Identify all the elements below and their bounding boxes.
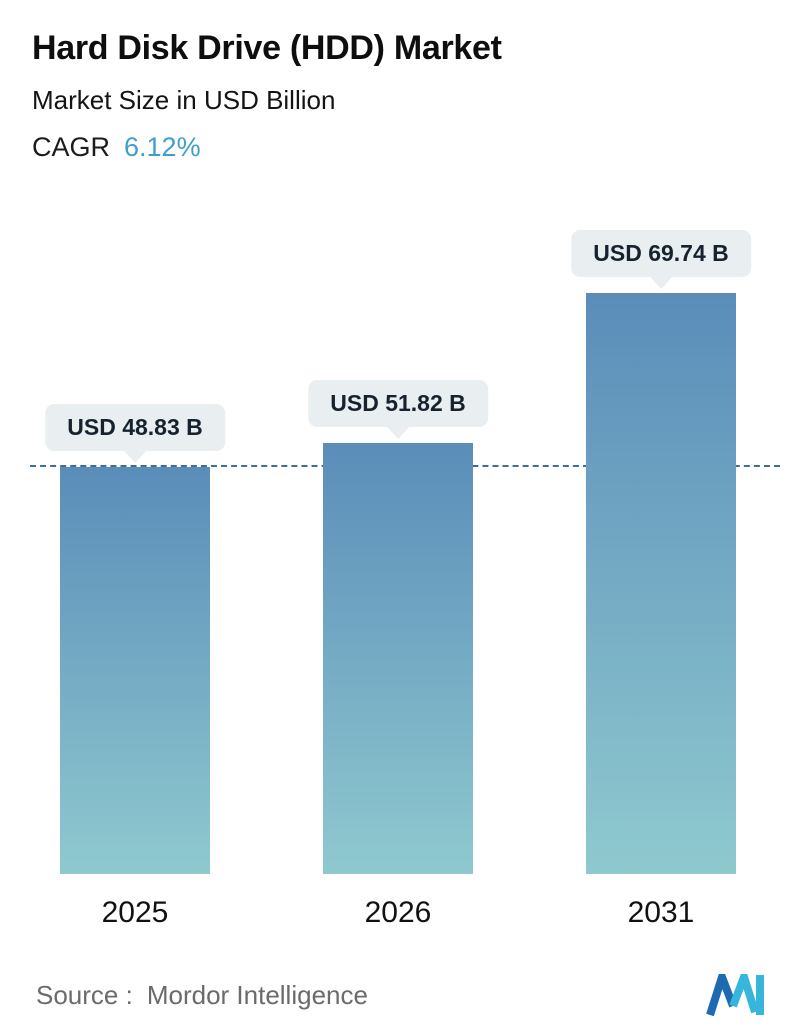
- source-label: Source :: [36, 979, 133, 1010]
- mordor-intelligence-logo: [706, 974, 764, 1016]
- chart-plot: USD 48.83 B USD 51.82 B USD 69.74 B: [0, 230, 796, 875]
- value-callout: USD 51.82 B: [308, 379, 488, 427]
- cagr-label: CAGR: [32, 131, 111, 162]
- x-axis-label: 2025: [101, 896, 169, 930]
- cagr-value: 6.12%: [124, 131, 201, 162]
- value-callout-text: USD 48.83 B: [67, 414, 203, 441]
- value-callout-text: USD 51.82 B: [330, 389, 466, 416]
- bar-2025: USD 48.83 B: [45, 404, 225, 875]
- chart-footer: Source : Mordor Intelligence: [36, 974, 766, 1016]
- source-line: Source : Mordor Intelligence: [36, 980, 368, 1011]
- page-title: Hard Disk Drive (HDD) Market: [32, 29, 502, 67]
- bar-chart: USD 48.83 B USD 51.82 B USD 69.74 B 2025 20…: [0, 230, 796, 930]
- bar-column-2026: USD 51.82 B: [308, 274, 488, 875]
- source-value: Mordor Intelligence: [146, 979, 368, 1010]
- bar-column-2031: USD 69.74 B: [571, 230, 751, 875]
- chart-subtitle: Market Size in USD Billion: [32, 85, 336, 116]
- cagr-row: CAGR 6.12%: [32, 131, 764, 165]
- chart-header: Hard Disk Drive (HDD) Market Market Size…: [0, 0, 796, 164]
- value-callout: USD 48.83 B: [45, 404, 225, 452]
- bar-column-2025: USD 48.83 B: [45, 274, 225, 875]
- bar-2031: USD 69.74 B: [571, 230, 751, 875]
- bar-2026: USD 51.82 B: [308, 379, 488, 875]
- x-axis-labels: 2025 2026 2031: [0, 896, 796, 930]
- x-axis-label: 2031: [627, 896, 695, 930]
- value-callout: USD 69.74 B: [571, 230, 751, 278]
- value-callout-text: USD 69.74 B: [593, 240, 729, 267]
- x-axis-label: 2026: [364, 896, 432, 930]
